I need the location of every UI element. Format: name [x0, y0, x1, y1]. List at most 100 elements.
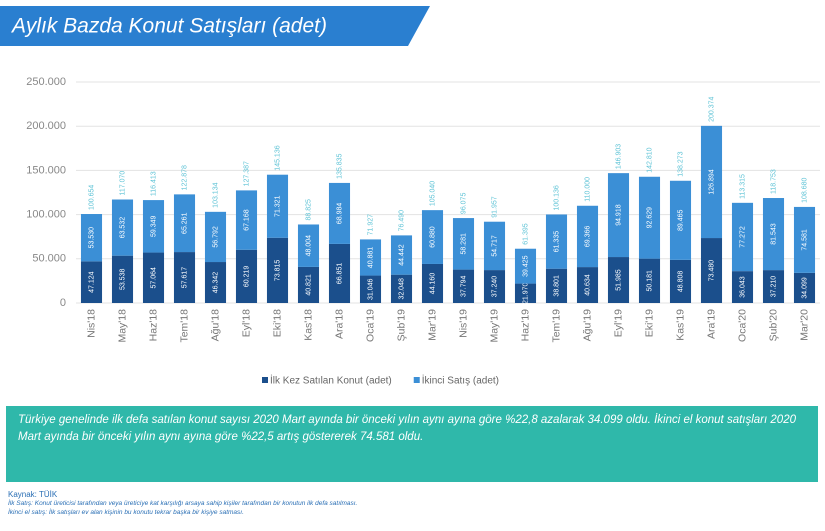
y-tick-label: 50.000: [32, 253, 66, 265]
bar-segment: [80, 214, 103, 262]
value-label: 94.918: [615, 204, 622, 226]
bar-segment: [235, 249, 258, 303]
bar-segment: [297, 266, 320, 303]
bar-segment: [111, 255, 134, 303]
value-label: 69.366: [584, 226, 591, 248]
value-label: 38.801: [553, 275, 560, 297]
bar-segment: [793, 206, 816, 273]
x-tick-label: Nis'18: [85, 309, 97, 338]
value-label: 54.717: [491, 235, 498, 257]
value-label: 61.335: [553, 231, 560, 253]
x-tick-label: Ara'19: [705, 309, 717, 339]
bar-segment: [607, 257, 630, 303]
bar-segment: [452, 269, 475, 303]
value-label: 21.970: [522, 282, 529, 304]
value-label: 63.532: [119, 217, 126, 239]
total-label: 200.374: [708, 96, 715, 121]
bar-segment: [700, 125, 723, 239]
value-label: 51.985: [615, 269, 622, 291]
value-label: 53.538: [119, 269, 126, 291]
bar-segment: [80, 261, 103, 303]
chart: Aylık Bazda Konut Satışları (adet) 0 50.0…: [0, 6, 820, 387]
bar-segment: [142, 252, 165, 303]
x-tick-label: Eyl'19: [612, 309, 624, 337]
value-label: 48.808: [677, 271, 684, 293]
bar-segment: [390, 274, 413, 303]
total-label: 127.387: [243, 161, 250, 186]
bar-segment: [173, 194, 196, 253]
value-label: 57.617: [181, 267, 188, 289]
legend-label: İkinci Satış (adet): [422, 374, 499, 387]
x-tick-label: Tem'19: [550, 309, 562, 343]
note: Türkiye genelinde ilk defa satılan konut…: [6, 406, 818, 482]
bar-segment: [669, 259, 692, 303]
y-tick-label: 150.000: [26, 164, 66, 176]
total-label: 145.136: [274, 145, 281, 170]
value-label: 60.880: [429, 226, 436, 248]
value-label: 37.240: [491, 276, 498, 298]
x-tick-label: Eki'18: [271, 309, 283, 337]
bar-segment: [700, 238, 723, 303]
x-tick-label: Mar'19: [426, 309, 438, 341]
bar-segment: [731, 202, 754, 272]
value-label: 46.342: [212, 272, 219, 294]
bar-segment: [421, 263, 444, 303]
total-label: 146.903: [615, 144, 622, 169]
x-tick-label: Nis'19: [457, 309, 469, 338]
value-label: 37.794: [460, 275, 467, 297]
legend-swatch: [262, 377, 268, 383]
value-label: 48.004: [305, 235, 312, 257]
total-label: 135.835: [336, 154, 343, 179]
source: Kaynak: TÜİK İlk Satış: Konut üreticisi …: [8, 490, 818, 517]
x-tick-label: Kas'18: [302, 309, 314, 341]
value-label: 47.124: [88, 271, 95, 293]
x-tick-label: Haz'18: [147, 309, 159, 342]
total-label: 108.680: [801, 178, 808, 203]
total-label: 118.753: [770, 169, 777, 194]
value-label: 44.442: [398, 244, 405, 266]
x-tick-label: Şub'19: [395, 309, 407, 342]
value-label: 65.261: [181, 212, 188, 234]
legend-label: İlk Kez Satılan Konut (adet): [270, 374, 392, 387]
value-label: 57.064: [150, 267, 157, 289]
total-label: 138.273: [677, 151, 684, 176]
total-label: 103.134: [212, 182, 219, 207]
value-label: 32.048: [398, 278, 405, 300]
value-label: 126.894: [708, 169, 715, 194]
y-tick-label: 100.000: [26, 209, 66, 221]
bar-segment: [576, 205, 599, 268]
chart-title: Aylık Bazda Konut Satışları (adet): [10, 15, 327, 38]
bar-segment: [142, 200, 165, 253]
bar-segment: [297, 224, 320, 267]
x-tick-label: Eki'19: [643, 309, 655, 337]
bar-segment: [204, 211, 227, 263]
value-label: 77.272: [739, 226, 746, 248]
bar-segment: [111, 199, 134, 256]
x-tick-label: Ara'18: [333, 309, 345, 339]
bar-segment: [514, 283, 537, 303]
value-label: 89.465: [677, 210, 684, 232]
value-label: 67.168: [243, 209, 250, 231]
x-tick-label: Oca'19: [364, 309, 376, 342]
value-label: 56.792: [212, 226, 219, 248]
total-label: 117.070: [119, 171, 126, 196]
x-tick-label: Şub'20: [767, 309, 779, 342]
total-label: 116.413: [150, 171, 157, 196]
bar-segment: [328, 243, 351, 303]
bar-segment: [514, 248, 537, 284]
x-tick-label: Kas'19: [674, 309, 686, 341]
value-label: 40.821: [305, 274, 312, 296]
value-label: 39.425: [522, 255, 529, 277]
total-label: 142.810: [646, 147, 653, 172]
title-banner: [0, 6, 430, 46]
value-label: 34.099: [801, 277, 808, 299]
value-label: 66.851: [336, 263, 343, 285]
value-label: 92.629: [646, 207, 653, 229]
total-label: 91.957: [491, 196, 498, 218]
value-label: 71.321: [274, 195, 281, 217]
bar-segment: [607, 173, 630, 258]
x-tick-label: Eyl'18: [240, 309, 252, 337]
bar-segment: [669, 180, 692, 260]
value-label: 31.046: [367, 278, 374, 300]
